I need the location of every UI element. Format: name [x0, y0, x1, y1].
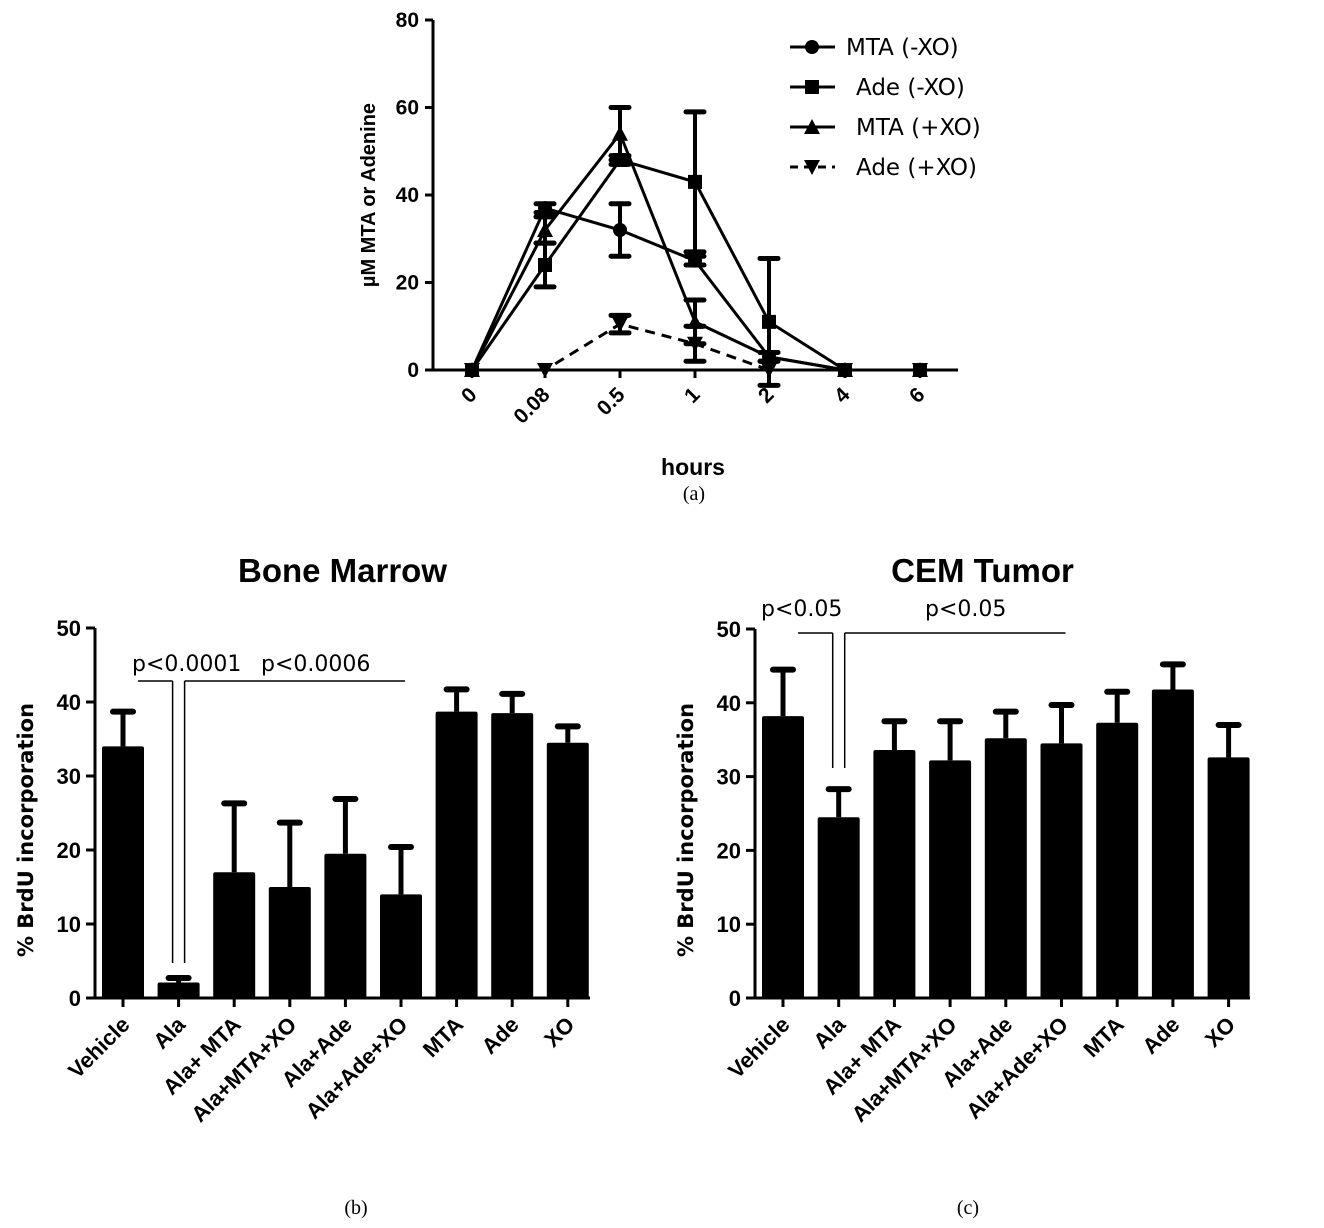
x-tick-label: Ala: [148, 1011, 190, 1053]
y-tick-label: 10: [57, 912, 81, 937]
data-point: [612, 317, 628, 333]
y-tick-label: 30: [717, 765, 741, 790]
y-tick-label: 20: [717, 838, 741, 863]
chart-title: Bone Marrow: [238, 552, 447, 589]
chart-title: CEM Tumor: [891, 552, 1074, 589]
legend-label: MTA (-XO): [846, 35, 959, 61]
x-tick-label: Ala: [808, 1011, 850, 1053]
y-tick-label: 40: [57, 690, 81, 715]
data-point: [762, 314, 776, 329]
x-tick-label: 0: [457, 383, 482, 408]
bar: [873, 750, 916, 998]
y-tick-label: 0: [69, 986, 81, 1011]
y-tick-label: 50: [57, 616, 81, 641]
y-axis-label: µM MTA or Adenine: [358, 103, 380, 287]
bar: [1040, 743, 1083, 998]
y-axis-label: % BrdU incorporation: [674, 703, 698, 957]
y-tick-label: 20: [396, 272, 419, 295]
x-tick-label: XO: [539, 1012, 579, 1052]
x-tick-label: MTA: [1079, 1012, 1129, 1062]
bar: [491, 713, 534, 998]
panel-label: (a): [683, 483, 705, 505]
data-point: [761, 348, 777, 364]
bar: [157, 982, 200, 998]
legend-label: Ade (+XO): [856, 155, 977, 181]
x-tick-label: 1: [680, 383, 705, 408]
x-tick-label: 0.5: [593, 383, 630, 420]
x-tick-label: 4: [830, 383, 855, 408]
y-tick-label: 30: [57, 764, 81, 789]
x-tick-label: 0.08: [509, 383, 554, 428]
bar: [1207, 757, 1250, 998]
panel-label: (b): [344, 1197, 367, 1219]
y-axis-label: % BrdU incorporation: [14, 703, 38, 957]
bar: [762, 716, 804, 998]
data-point: [761, 363, 777, 378]
x-tick-label: Ade: [477, 1012, 524, 1059]
x-tick-label: Ade: [1137, 1012, 1184, 1059]
y-tick-label: 40: [396, 184, 419, 207]
bar: [268, 887, 311, 998]
data-point: [538, 258, 552, 272]
significance-label: p<0.0006: [261, 652, 370, 677]
significance-label: p<0.05: [761, 597, 842, 622]
data-point: [464, 363, 480, 378]
data-point: [537, 363, 553, 378]
data-point: [612, 125, 628, 141]
legend-label: MTA (+XO): [856, 115, 981, 141]
bar: [1096, 722, 1139, 998]
x-tick-label: 6: [905, 383, 930, 408]
data-point: [687, 336, 703, 352]
data-point: [688, 174, 702, 189]
data-point: [613, 223, 627, 237]
y-tick-label: 10: [717, 912, 741, 937]
significance-label: p<0.05: [925, 597, 1006, 622]
data-point: [538, 201, 552, 216]
bar: [817, 817, 860, 998]
bar: [1151, 689, 1194, 998]
legend-marker: [804, 119, 820, 134]
x-tick-label: Vehicle: [723, 1012, 794, 1083]
bar: [102, 746, 144, 998]
panel-label: (c): [957, 1197, 979, 1219]
data-point: [537, 222, 553, 237]
legend-marker: [805, 40, 819, 54]
data-point: [912, 363, 928, 378]
bar: [380, 894, 422, 998]
y-tick-label: 0: [407, 359, 419, 382]
legend-label: Ade (-XO): [856, 75, 965, 101]
y-tick-label: 0: [729, 986, 741, 1011]
bar: [435, 711, 478, 998]
y-tick-label: 60: [396, 97, 419, 120]
y-tick-label: 50: [717, 617, 741, 642]
bar: [213, 872, 256, 998]
y-tick-label: 40: [717, 691, 741, 716]
x-tick-label: MTA: [418, 1012, 468, 1062]
bar: [324, 853, 367, 998]
bar: [929, 760, 972, 998]
legend-marker: [805, 80, 819, 94]
y-tick-label: 20: [57, 838, 81, 863]
x-tick-label: Vehicle: [63, 1012, 134, 1083]
data-point: [837, 363, 853, 378]
legend-marker: [804, 160, 820, 175]
bar: [984, 738, 1027, 998]
x-axis-label: hours: [661, 454, 725, 480]
x-tick-label: XO: [1200, 1012, 1240, 1052]
significance-label: p<0.0001: [132, 652, 241, 677]
bar: [546, 742, 589, 998]
y-tick-label: 80: [396, 9, 419, 32]
data-point: [688, 253, 702, 268]
